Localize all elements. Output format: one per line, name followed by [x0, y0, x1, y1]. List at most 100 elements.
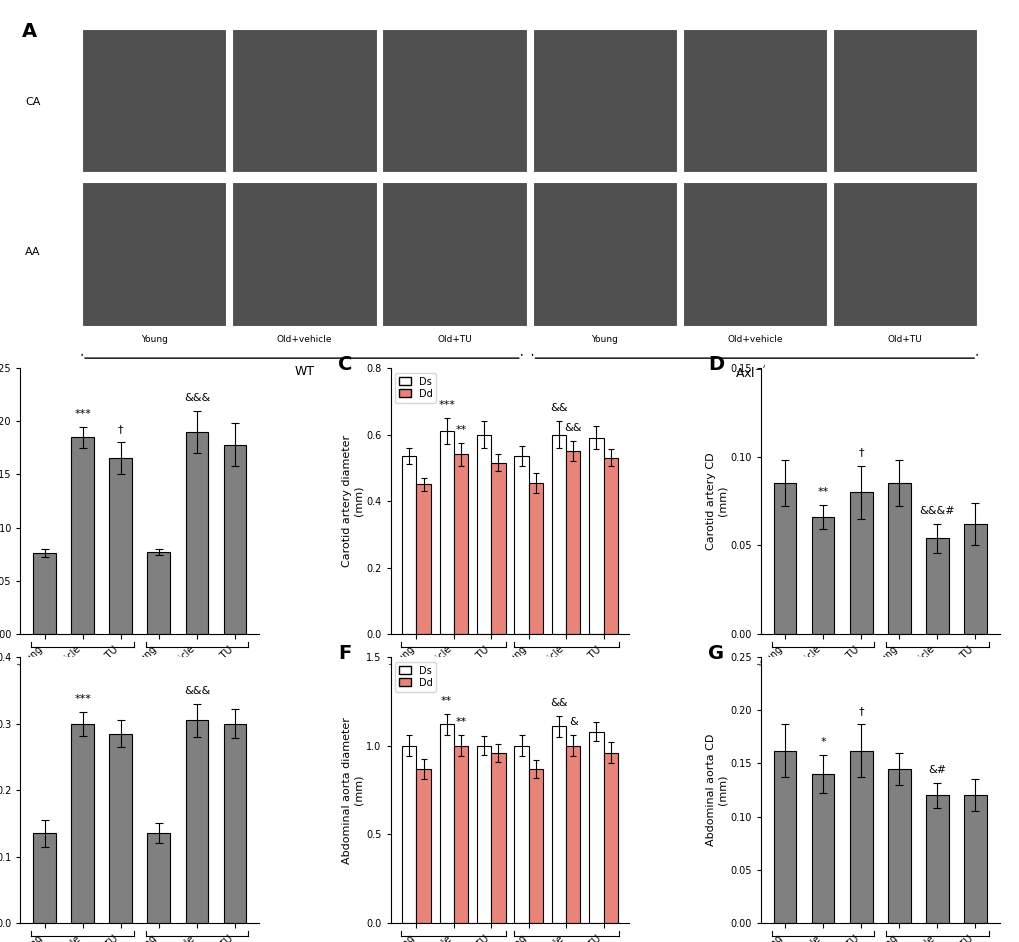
Text: &&: &&	[564, 423, 582, 433]
Text: D: D	[707, 355, 723, 374]
Text: †: †	[858, 706, 863, 716]
Bar	[223, 445, 247, 634]
Legend: Ds, Dd: Ds, Dd	[395, 373, 436, 402]
Bar	[232, 182, 376, 326]
Text: Young: Young	[141, 335, 167, 344]
Bar	[71, 723, 94, 923]
Bar	[491, 753, 505, 923]
Text: &&&: &&&	[183, 686, 210, 695]
Text: †: †	[858, 447, 863, 458]
Bar	[185, 431, 208, 634]
Text: ***: ***	[74, 409, 91, 418]
Bar	[34, 553, 56, 634]
Legend: Ds, Dd: Ds, Dd	[395, 662, 436, 691]
Text: &&: &&	[549, 403, 568, 414]
Text: &: &	[569, 717, 577, 727]
Text: **: **	[816, 487, 827, 496]
Bar	[551, 726, 566, 923]
Bar	[109, 459, 132, 634]
Bar	[528, 769, 542, 923]
Bar	[532, 28, 677, 172]
Text: CA: CA	[25, 97, 41, 107]
Text: ***: ***	[438, 400, 454, 410]
Text: Old+TU: Old+TU	[437, 335, 472, 344]
Bar	[223, 723, 247, 923]
Bar	[925, 795, 948, 923]
Bar	[148, 552, 170, 634]
Text: ***: ***	[74, 693, 91, 704]
Bar	[401, 746, 416, 923]
Bar	[772, 751, 796, 923]
Bar	[832, 28, 976, 172]
Text: AA: AA	[25, 247, 41, 257]
Y-axis label: Carotid artery CD
(mm): Carotid artery CD (mm)	[705, 452, 727, 550]
Text: Axl$^{-/-}$: Axl$^{-/-}$	[179, 666, 215, 683]
Text: &&: &&	[549, 698, 568, 707]
Bar	[491, 463, 505, 634]
Text: **: **	[454, 425, 466, 435]
Bar	[439, 431, 453, 634]
Text: &&&: &&&	[183, 393, 210, 402]
Text: *: *	[819, 737, 825, 747]
Text: &#: &#	[927, 765, 946, 774]
Bar	[589, 732, 603, 923]
Bar	[82, 182, 226, 326]
Text: Old+TU: Old+TU	[887, 335, 921, 344]
Bar	[453, 746, 468, 923]
Bar	[682, 28, 826, 172]
Bar	[34, 834, 56, 923]
Bar	[232, 28, 376, 172]
Text: WT: WT	[294, 365, 314, 378]
Bar	[514, 456, 528, 634]
Bar	[477, 434, 491, 634]
Text: Old+vehicle: Old+vehicle	[276, 335, 332, 344]
Text: F: F	[337, 643, 351, 663]
Bar	[401, 456, 416, 634]
Bar	[772, 483, 796, 634]
Bar	[832, 182, 976, 326]
Bar	[566, 746, 580, 923]
Text: G: G	[707, 643, 723, 663]
Text: WT: WT	[444, 666, 463, 676]
Bar	[109, 734, 132, 923]
Text: Axl$^{-/-}$: Axl$^{-/-}$	[548, 666, 584, 683]
Bar	[477, 746, 491, 923]
Bar	[603, 458, 618, 634]
Text: Axl$^{-/-}$: Axl$^{-/-}$	[918, 666, 954, 683]
Text: **: **	[440, 696, 451, 706]
Bar	[551, 434, 566, 634]
Bar	[589, 438, 603, 634]
Bar	[528, 482, 542, 634]
Bar	[416, 769, 430, 923]
Text: C: C	[337, 355, 353, 374]
Bar	[439, 724, 453, 923]
Text: Axl$^{-/-}$: Axl$^{-/-}$	[734, 365, 774, 382]
Bar	[382, 28, 526, 172]
Text: &&&#: &&&#	[918, 506, 954, 516]
Bar	[532, 182, 677, 326]
Text: Young: Young	[591, 335, 618, 344]
Bar	[148, 834, 170, 923]
Bar	[82, 28, 226, 172]
Bar	[963, 524, 985, 634]
Bar	[514, 746, 528, 923]
Y-axis label: Carotid artery diameter
(mm): Carotid artery diameter (mm)	[341, 435, 363, 567]
Y-axis label: Abdominal aorta diameter
(mm): Abdominal aorta diameter (mm)	[341, 717, 363, 864]
Text: **: **	[454, 717, 466, 727]
Bar	[416, 484, 430, 634]
Bar	[811, 517, 834, 634]
Bar	[682, 182, 826, 326]
Bar	[849, 492, 871, 634]
Text: †: †	[118, 425, 123, 434]
Bar	[566, 451, 580, 634]
Bar	[453, 454, 468, 634]
Text: WT: WT	[813, 666, 832, 676]
Bar	[963, 795, 985, 923]
Text: A: A	[22, 22, 38, 41]
Text: Old+vehicle: Old+vehicle	[727, 335, 782, 344]
Bar	[887, 769, 910, 923]
Text: WT: WT	[73, 666, 92, 676]
Bar	[382, 182, 526, 326]
Bar	[811, 774, 834, 923]
Y-axis label: Abdominal aorta CD
(mm): Abdominal aorta CD (mm)	[705, 734, 727, 846]
